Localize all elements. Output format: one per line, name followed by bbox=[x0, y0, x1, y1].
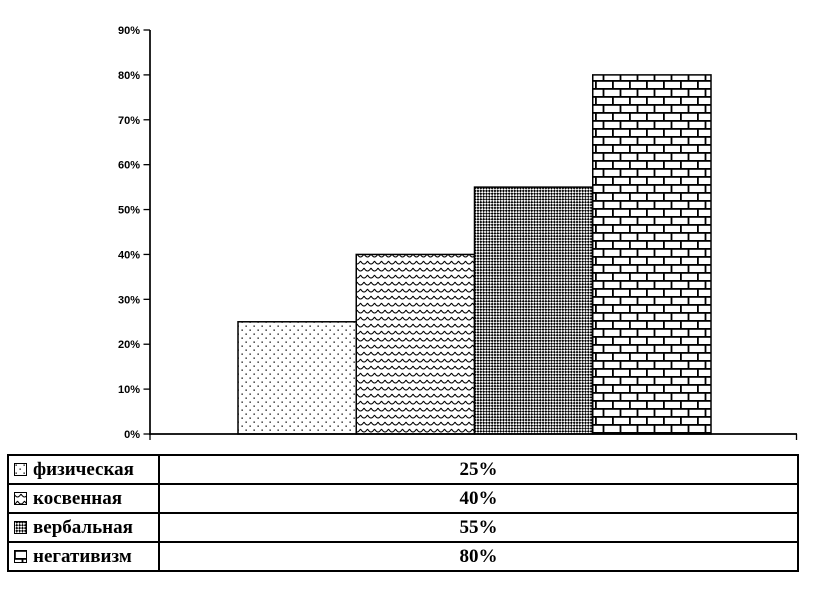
legend-label: физическая bbox=[33, 458, 134, 480]
legend-value: 55% bbox=[158, 512, 799, 543]
legend-value: 25% bbox=[158, 454, 799, 485]
legend-label: негативизм bbox=[33, 545, 132, 567]
y-axis-tick-label: 10% bbox=[118, 384, 140, 396]
dots-pattern-swatch-icon bbox=[14, 463, 27, 476]
y-axis-tick-label: 80% bbox=[118, 70, 140, 82]
legend-value: 40% bbox=[158, 483, 799, 514]
bar-негативизм bbox=[592, 74, 712, 435]
legend-row: вербальная 55% bbox=[7, 512, 799, 543]
legend-label: косвенная bbox=[33, 487, 122, 509]
legend-label-cell: косвенная bbox=[7, 483, 160, 514]
y-axis-ticks-group: 0% 10% 20% 30% 40% 50% 60% 70% 80% 90% bbox=[118, 25, 150, 441]
y-axis-tick-label: 40% bbox=[118, 249, 140, 261]
legend-label: вербальная bbox=[33, 516, 133, 538]
y-axis-tick-label: 70% bbox=[118, 115, 140, 127]
y-axis-tick-label: 30% bbox=[118, 294, 140, 306]
y-axis-tick-label: 0% bbox=[124, 429, 140, 441]
y-axis-tick-label: 50% bbox=[118, 205, 140, 217]
bars-group bbox=[237, 74, 712, 435]
bar-физическая bbox=[237, 321, 357, 435]
legend-label-cell: физическая bbox=[7, 454, 160, 485]
legend-table: физическая 25% косвенная 40% bbox=[7, 454, 799, 572]
legend-row: негативизм 80% bbox=[7, 541, 799, 572]
legend-label-cell: негативизм bbox=[7, 541, 160, 572]
legend-row: физическая 25% bbox=[7, 454, 799, 485]
axes-group bbox=[149, 30, 798, 440]
bar-косвенная bbox=[355, 253, 476, 435]
legend-label-cell: вербальная bbox=[7, 512, 160, 543]
legend-value: 80% bbox=[158, 541, 799, 572]
y-axis-tick-label: 60% bbox=[118, 160, 140, 172]
y-axis-tick-label: 20% bbox=[118, 339, 140, 351]
diamond-check-pattern-swatch-icon bbox=[14, 521, 27, 534]
legend-row: косвенная 40% bbox=[7, 483, 799, 514]
bar-вербальная bbox=[473, 186, 594, 435]
bar-chart: 0% 10% 20% 30% 40% 50% 60% 70% 80% 90% bbox=[118, 25, 798, 441]
bricks-pattern-swatch-icon bbox=[14, 550, 27, 563]
scales-pattern-swatch-icon bbox=[14, 492, 27, 505]
y-axis-tick-label: 90% bbox=[118, 25, 140, 37]
